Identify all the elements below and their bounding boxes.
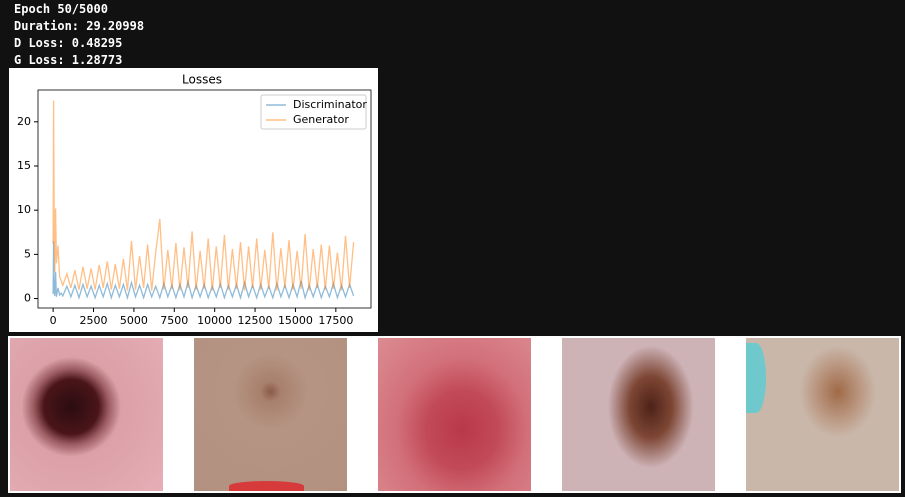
x-tick-label: 5000 — [120, 314, 148, 327]
x-tick-label: 12500 — [238, 314, 273, 327]
legend-label: Generator — [293, 113, 349, 126]
axes-frame — [37, 89, 372, 309]
x-tick-label: 0 — [50, 314, 57, 327]
x-tick-label: 10000 — [197, 314, 232, 327]
generated-image — [10, 338, 163, 491]
x-tick-label: 17500 — [318, 314, 353, 327]
output-line: G Loss: 1.28773 — [14, 53, 123, 67]
x-tick-label: 7500 — [160, 314, 188, 327]
legend-label: Discriminator — [293, 98, 367, 111]
generated-image — [746, 338, 899, 491]
generated-image — [194, 338, 347, 491]
generated-image — [378, 338, 531, 491]
x-tick-label: 2500 — [80, 314, 108, 327]
series-line — [52, 100, 355, 291]
cyan-patch — [746, 343, 766, 413]
y-tick-label: 20 — [17, 115, 31, 128]
y-tick-label: 10 — [17, 203, 31, 216]
x-tick-label: 15000 — [278, 314, 313, 327]
y-tick-label: 5 — [24, 247, 31, 260]
red-spot — [229, 481, 304, 491]
y-tick-label: 0 — [24, 292, 31, 305]
chart-title: Losses — [182, 73, 222, 87]
generated-images — [8, 336, 901, 493]
y-tick-label: 15 — [17, 159, 31, 172]
output-line: D Loss: 0.48295 — [14, 36, 123, 50]
output-line: Duration: 29.20998 — [14, 19, 145, 33]
series-line — [52, 241, 355, 301]
legend-box — [260, 94, 367, 130]
output-line: Epoch 50/5000 — [14, 2, 108, 16]
generated-image — [562, 338, 715, 491]
chart: Losses 0 5 10 15 20 0 2500 5000 7500 10000 12500 15… — [9, 68, 378, 332]
